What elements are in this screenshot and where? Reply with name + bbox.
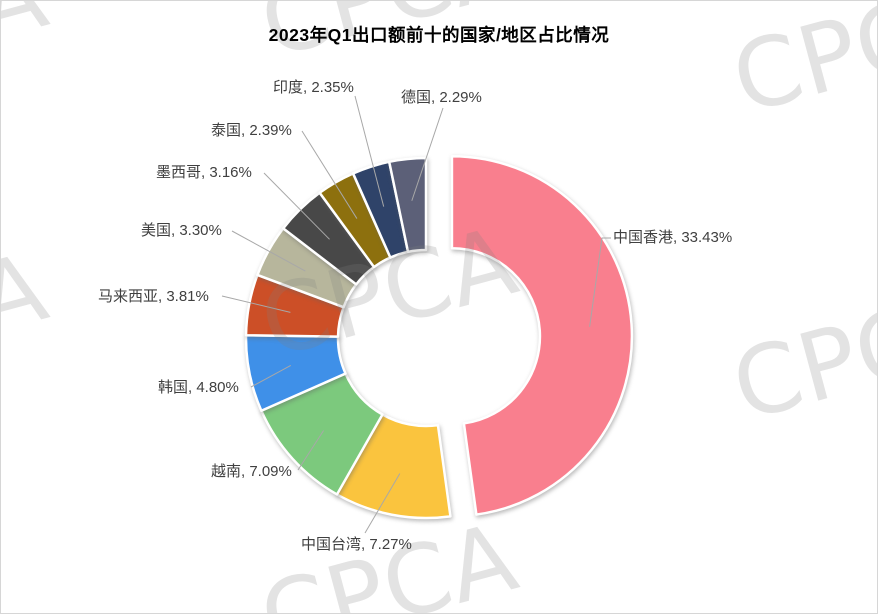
leader-line-9 — [411, 107, 444, 201]
leader-line-5 — [231, 230, 306, 272]
leader-line-8 — [354, 95, 385, 207]
pie-slice-0 — [450, 154, 634, 516]
leader-line-2 — [297, 430, 325, 471]
leader-line-1 — [364, 473, 401, 534]
leader-line-3 — [250, 365, 291, 388]
leader-line-7 — [301, 130, 358, 219]
pie-slice-9 — [387, 156, 428, 254]
leader-line-0 — [589, 237, 611, 327]
leader-line-4 — [221, 295, 291, 313]
leader-line-6 — [263, 172, 330, 240]
